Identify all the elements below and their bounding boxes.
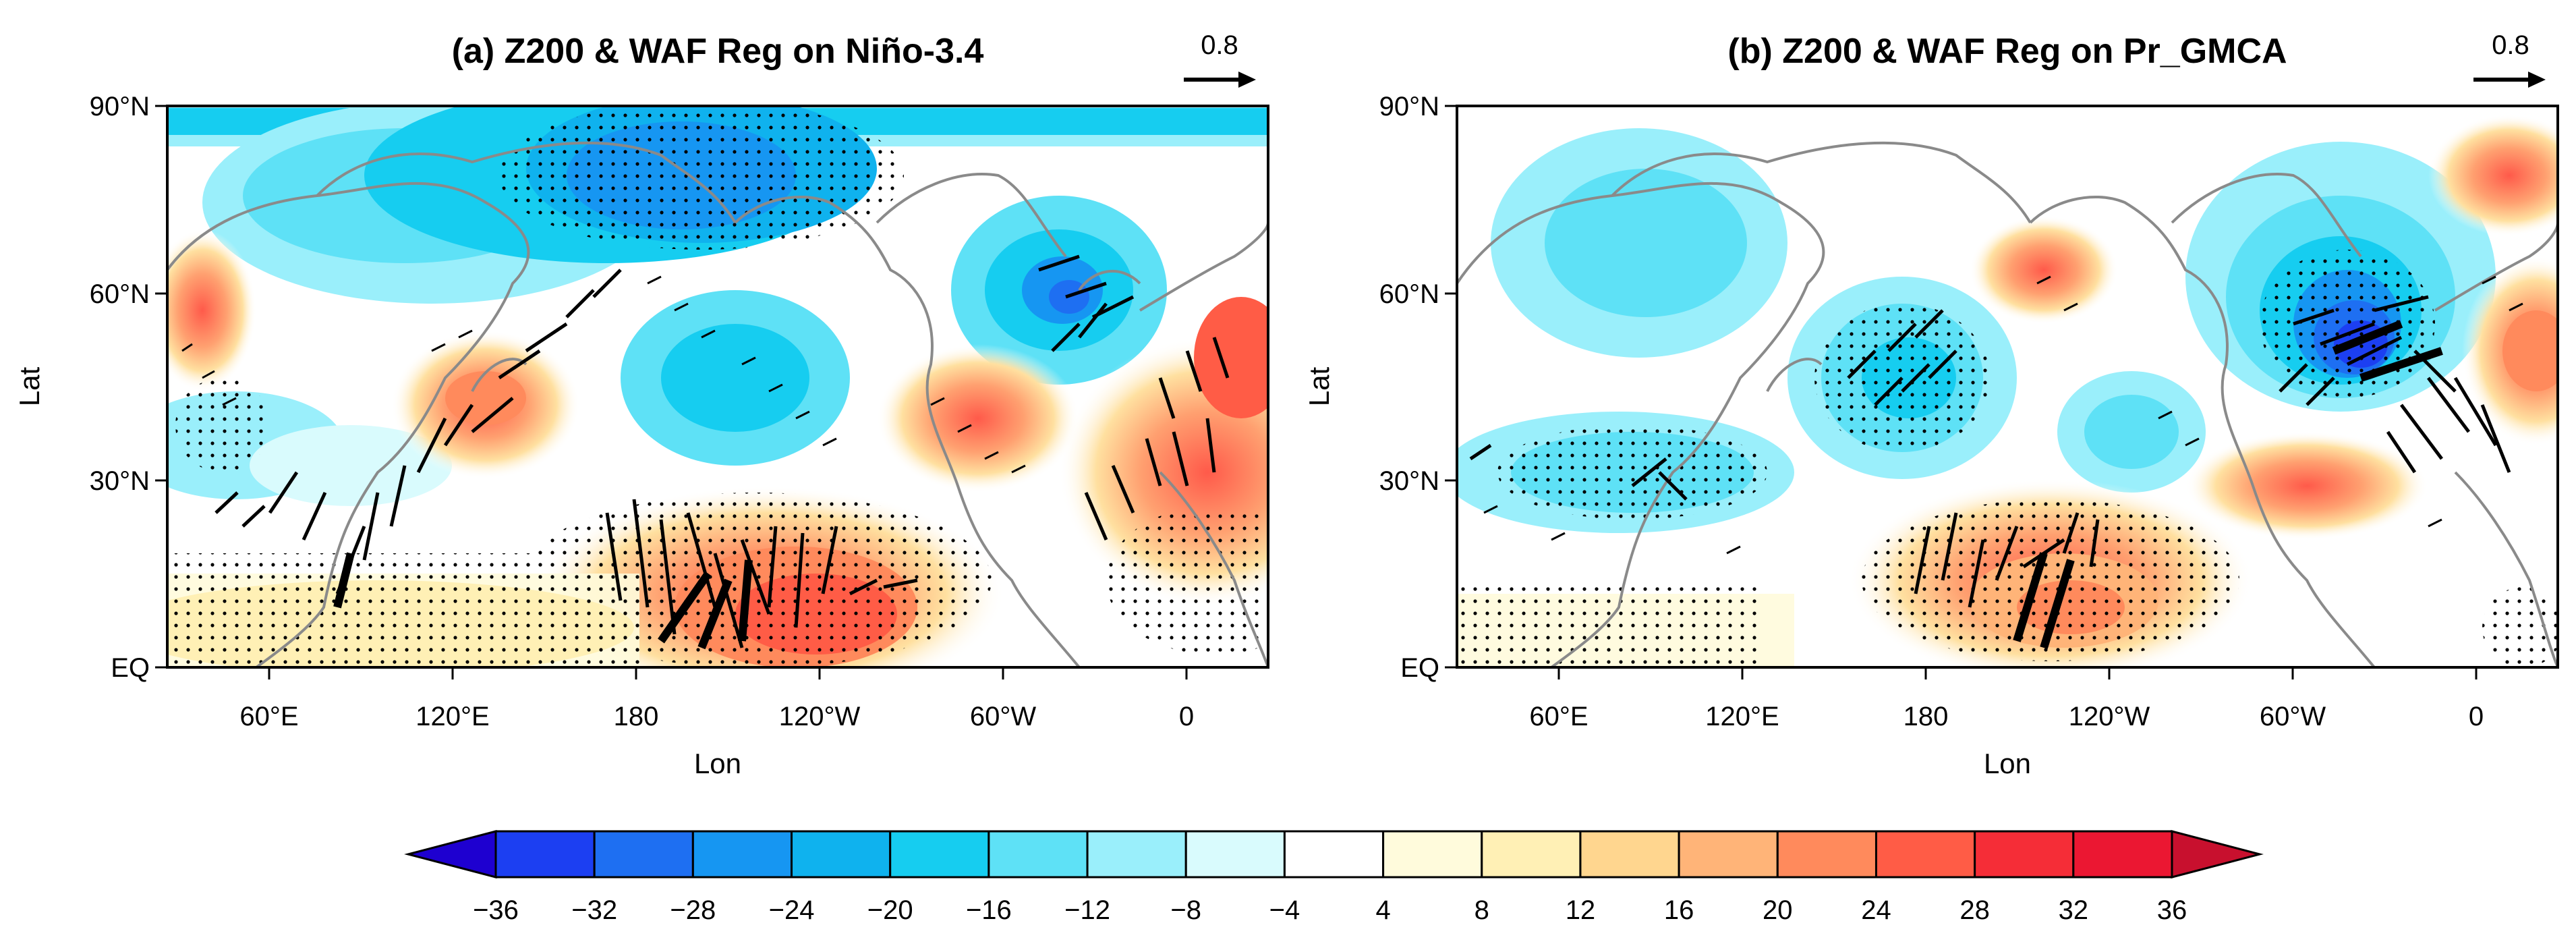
x-tick-label: 120°W	[779, 702, 861, 731]
reference-vector-b: 0.8	[2473, 30, 2546, 88]
y-tick-label: 90°N	[1379, 92, 1439, 121]
colorbar-high-triangle	[2171, 830, 2264, 879]
panel-a-title: (a) Z200 & WAF Reg on Niño-3.4	[452, 32, 984, 71]
colorbar-box	[2072, 830, 2173, 879]
colorbar-box	[1481, 830, 1582, 879]
y-tick-label: 90°N	[90, 92, 150, 121]
colorbar-label: −24	[769, 895, 815, 925]
colorbar-box	[1086, 830, 1187, 879]
colorbar-label: −36	[473, 895, 519, 925]
colorbar-label: −20	[867, 895, 913, 925]
map-a	[167, 106, 1268, 667]
colorbar-label: 8	[1475, 895, 1489, 925]
y-tick-label: 30°N	[1379, 466, 1439, 496]
y-tick-labels-b: EQ 30°N 60°N 90°N	[1379, 92, 1439, 683]
panel-b: (b) Z200 & WAF Reg on Pr_GMCA 0.8	[1303, 30, 2559, 779]
x-tick-labels-b: 60°E 120°E 180 120°W 60°W 0	[1529, 702, 2484, 731]
panel-a: (a) Z200 & WAF Reg on Niño-3.4 0.8	[13, 30, 1269, 779]
colorbar-box	[1974, 830, 2075, 879]
y-tick-label: 60°N	[90, 279, 150, 309]
panel-b-title: (b) Z200 & WAF Reg on Pr_GMCA	[1727, 32, 2287, 71]
colorbar-box	[1283, 830, 1385, 879]
x-axis-label-b: Lon	[1984, 748, 2031, 779]
y-tick-label: EQ	[1400, 653, 1439, 683]
axis-ticks-b	[1445, 105, 2478, 679]
colorbar-box	[1579, 830, 1680, 879]
colorbar-label: −32	[571, 895, 617, 925]
y-tick-label: 60°N	[1379, 279, 1439, 309]
x-tick-label: 120°W	[2069, 702, 2150, 731]
y-tick-labels-a: EQ 30°N 60°N 90°N	[90, 92, 150, 683]
colorbar-label: 28	[1959, 895, 1990, 925]
x-tick-label: 120°E	[1705, 702, 1779, 731]
x-tick-labels-a: 60°E 120°E 180 120°W 60°W 0	[239, 702, 1194, 731]
colorbar-box	[988, 830, 1089, 879]
x-tick-label: 60°E	[239, 702, 298, 731]
colorbar-label: 20	[1763, 895, 1793, 925]
colorbar-box	[1382, 830, 1483, 879]
y-axis-label-b: Lat	[1303, 366, 1335, 406]
plot-frame-b	[1456, 105, 2559, 669]
colorbar-box	[1874, 830, 1976, 879]
colorbar-label: 12	[1566, 895, 1596, 925]
x-tick-label: 60°W	[970, 702, 1036, 731]
colorbar-box	[1678, 830, 1779, 879]
colorbar-box	[593, 830, 694, 879]
plot-frame-a	[166, 105, 1269, 669]
colorbar-box	[1776, 830, 1877, 879]
waf-vectors-a	[181, 254, 1230, 650]
colorbar-label: −12	[1064, 895, 1110, 925]
colorbar-label: 36	[2157, 895, 2187, 925]
colorbar-label: −16	[966, 895, 1012, 925]
colorbar-label: −4	[1269, 895, 1300, 925]
axis-ticks-a	[155, 105, 1188, 679]
y-tick-label: EQ	[111, 653, 150, 683]
x-tick-label: 60°W	[2260, 702, 2326, 731]
colorbar-label: 16	[1664, 895, 1694, 925]
colorbar-label: −8	[1170, 895, 1201, 925]
colorbar-box	[791, 830, 892, 879]
colorbar-low-triangle	[404, 830, 497, 879]
colorbar-label: 24	[1861, 895, 1891, 925]
colorbar-box	[494, 830, 596, 879]
map-b	[1457, 106, 2558, 667]
colorbar-box	[1184, 830, 1286, 879]
colorbar-box	[889, 830, 990, 879]
x-tick-label: 0	[1179, 702, 1194, 731]
colorbar: −36 −32 −28 −24 −20 −16 −12 −8 −4 4 8 12 16 20 24 28 32 3…	[404, 830, 2264, 925]
colorbar-label: 4	[1375, 895, 1390, 925]
x-axis-label-a: Lon	[694, 748, 741, 779]
colorbar-label: −28	[670, 895, 716, 925]
coastlines-a	[167, 141, 1268, 667]
x-tick-label: 180	[1904, 702, 1949, 731]
y-tick-label: 30°N	[90, 466, 150, 496]
reference-vector-label: 0.8	[2492, 30, 2529, 60]
x-tick-label: 0	[2469, 702, 2484, 731]
x-tick-label: 60°E	[1529, 702, 1588, 731]
coastlines-b	[1457, 141, 2558, 667]
waf-vectors-b	[1469, 275, 2523, 649]
colorbar-label: 32	[2059, 895, 2089, 925]
y-axis-label-a: Lat	[13, 366, 45, 406]
colorbar-box	[691, 830, 793, 879]
x-tick-label: 120°E	[416, 702, 489, 731]
x-tick-label: 180	[614, 702, 659, 731]
reference-vector-a: 0.8	[1184, 30, 1256, 88]
reference-vector-label: 0.8	[1201, 30, 1238, 60]
